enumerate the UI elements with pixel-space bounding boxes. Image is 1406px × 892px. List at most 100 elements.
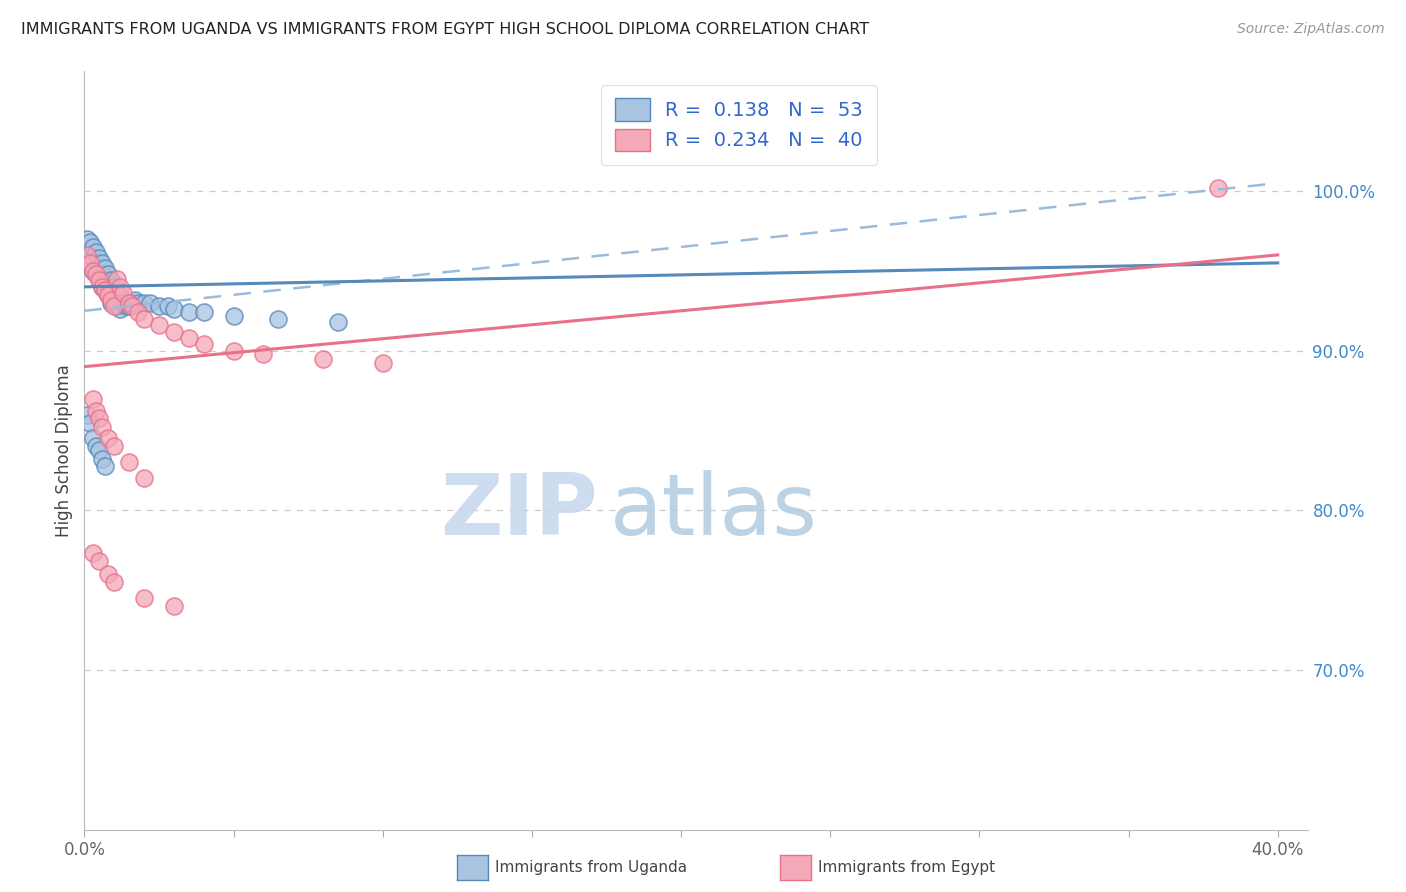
Point	[84, 404, 107, 418]
Point	[132, 311, 155, 326]
Point	[177, 331, 200, 345]
Point	[1206, 181, 1229, 195]
Point	[76, 248, 98, 262]
Point	[82, 240, 104, 254]
Point	[163, 599, 186, 613]
Text: ZIP: ZIP	[440, 469, 598, 553]
Point	[84, 440, 107, 454]
Point	[89, 260, 111, 275]
Point	[94, 273, 117, 287]
Point	[76, 232, 98, 246]
Y-axis label: High School Diploma: High School Diploma	[55, 364, 73, 537]
Point	[91, 267, 114, 281]
Point	[108, 302, 131, 317]
Point	[89, 272, 111, 286]
Point	[121, 299, 143, 313]
Text: IMMIGRANTS FROM UGANDA VS IMMIGRANTS FROM EGYPT HIGH SCHOOL DIPLOMA CORRELATION : IMMIGRANTS FROM UGANDA VS IMMIGRANTS FRO…	[21, 22, 869, 37]
Point	[371, 356, 394, 370]
Point	[112, 295, 135, 310]
Point	[94, 260, 117, 275]
Text: Immigrants from Uganda: Immigrants from Uganda	[495, 860, 688, 874]
Point	[97, 288, 120, 302]
Point	[132, 295, 155, 310]
Text: Immigrants from Egypt: Immigrants from Egypt	[818, 860, 995, 874]
Point	[79, 416, 101, 430]
Point	[163, 302, 186, 317]
Point	[89, 410, 111, 425]
Point	[108, 280, 131, 294]
Point	[118, 455, 141, 469]
Point	[132, 591, 155, 606]
Point	[103, 280, 125, 294]
Point	[97, 277, 120, 291]
Point	[91, 452, 114, 467]
Point	[222, 343, 245, 358]
Point	[100, 293, 122, 307]
Point	[312, 351, 335, 366]
Point	[326, 315, 349, 329]
Point	[105, 299, 128, 313]
Point	[97, 567, 120, 582]
Point	[91, 420, 114, 434]
Legend: R =  0.138   N =  53, R =  0.234   N =  40: R = 0.138 N = 53, R = 0.234 N = 40	[600, 85, 876, 165]
Point	[84, 244, 107, 259]
Point	[89, 554, 111, 568]
Point	[97, 267, 120, 281]
Point	[82, 432, 104, 446]
Point	[79, 248, 101, 262]
Point	[121, 295, 143, 310]
Point	[222, 309, 245, 323]
Point	[132, 471, 155, 485]
Point	[100, 273, 122, 287]
Point	[89, 251, 111, 265]
Point	[94, 458, 117, 473]
Point	[163, 325, 186, 339]
Point	[127, 305, 149, 319]
Point	[118, 299, 141, 313]
Point	[267, 311, 290, 326]
Point	[97, 288, 120, 302]
Point	[91, 280, 114, 294]
Point	[193, 337, 215, 351]
Point	[79, 235, 101, 249]
Point	[127, 295, 149, 310]
Point	[100, 283, 122, 297]
Point	[115, 299, 138, 313]
Point	[82, 251, 104, 265]
Point	[118, 295, 141, 310]
Point	[94, 283, 117, 297]
Point	[76, 408, 98, 422]
Point	[148, 299, 170, 313]
Point	[82, 392, 104, 406]
Point	[91, 256, 114, 270]
Point	[91, 280, 114, 294]
Point	[112, 286, 135, 301]
Point	[105, 272, 128, 286]
Point	[177, 305, 200, 319]
Point	[82, 546, 104, 560]
Point	[105, 286, 128, 301]
Point	[89, 273, 111, 287]
Text: atlas: atlas	[610, 469, 818, 553]
Point	[193, 305, 215, 319]
Point	[103, 575, 125, 590]
Point	[108, 289, 131, 303]
Point	[100, 295, 122, 310]
Point	[103, 293, 125, 307]
Point	[156, 299, 179, 313]
Point	[97, 432, 120, 446]
Point	[84, 267, 107, 281]
Point	[79, 256, 101, 270]
Point	[84, 267, 107, 281]
Point	[103, 299, 125, 313]
Point	[84, 256, 107, 270]
Point	[94, 283, 117, 297]
Point	[139, 295, 162, 310]
Text: Source: ZipAtlas.com: Source: ZipAtlas.com	[1237, 22, 1385, 37]
Point	[103, 440, 125, 454]
Point	[252, 347, 274, 361]
Point	[89, 442, 111, 457]
Point	[82, 264, 104, 278]
Point	[82, 264, 104, 278]
Point	[124, 293, 146, 307]
